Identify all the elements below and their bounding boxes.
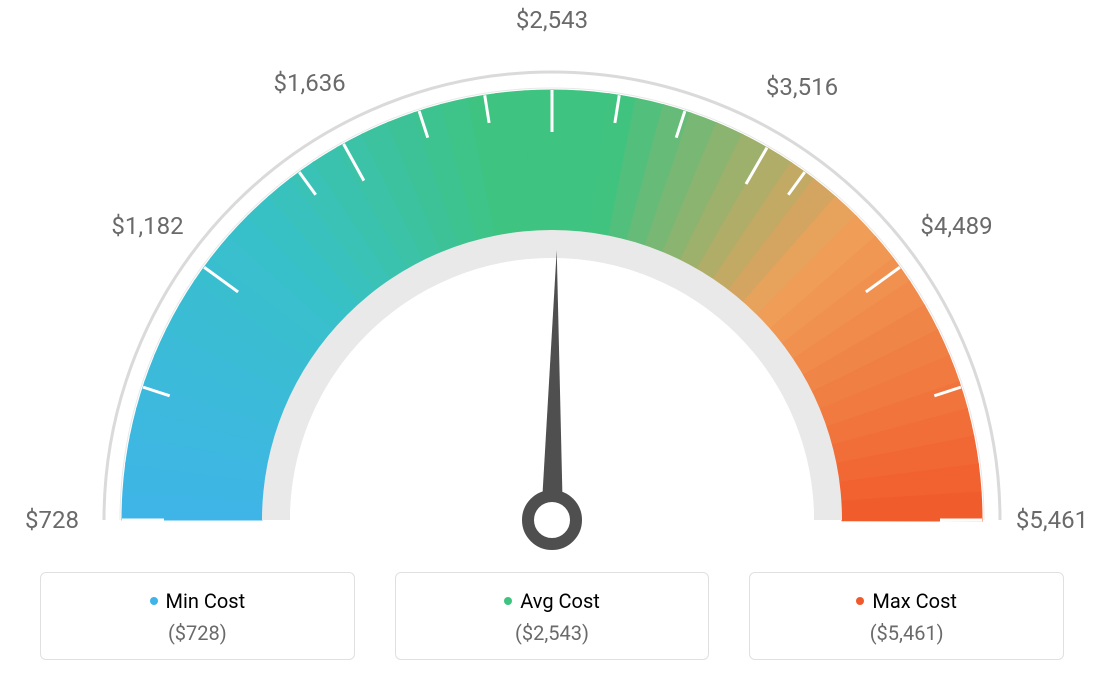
gauge-chart [0, 0, 1104, 560]
legend-value: ($2,543) [406, 621, 699, 645]
max-dot-icon [856, 597, 864, 605]
gauge-tick-label: $2,543 [516, 6, 588, 34]
legend-title-max: Max Cost [856, 589, 957, 613]
gauge-tick-label: $1,636 [274, 69, 346, 97]
legend-value: ($5,461) [760, 621, 1053, 645]
gauge-tick-label: $3,516 [766, 73, 838, 101]
avg-dot-icon [504, 597, 512, 605]
legend-label: Min Cost [166, 589, 246, 613]
cost-gauge-widget: $728 $1,182 $1,636 $2,543 $3,516 $4,489 $5,461… [0, 0, 1104, 690]
legend-label: Avg Cost [520, 589, 600, 613]
gauge-tick-label: $728 [25, 506, 79, 534]
legend-row: Min Cost ($728) Avg Cost ($2,543) Max Co… [0, 572, 1104, 660]
gauge-tick-label: $1,182 [111, 212, 183, 240]
gauge-tick-label: $5,461 [1016, 506, 1088, 534]
legend-label: Max Cost [872, 589, 957, 613]
legend-title-min: Min Cost [150, 589, 246, 613]
legend-title-avg: Avg Cost [504, 589, 600, 613]
legend-value: ($728) [51, 621, 344, 645]
legend-card-min: Min Cost ($728) [40, 572, 355, 660]
gauge-area: $728 $1,182 $1,636 $2,543 $3,516 $4,489 $5,461 [0, 0, 1104, 560]
min-dot-icon [150, 597, 158, 605]
gauge-tick-label: $4,489 [920, 212, 992, 240]
legend-card-max: Max Cost ($5,461) [749, 572, 1064, 660]
legend-card-avg: Avg Cost ($2,543) [395, 572, 710, 660]
